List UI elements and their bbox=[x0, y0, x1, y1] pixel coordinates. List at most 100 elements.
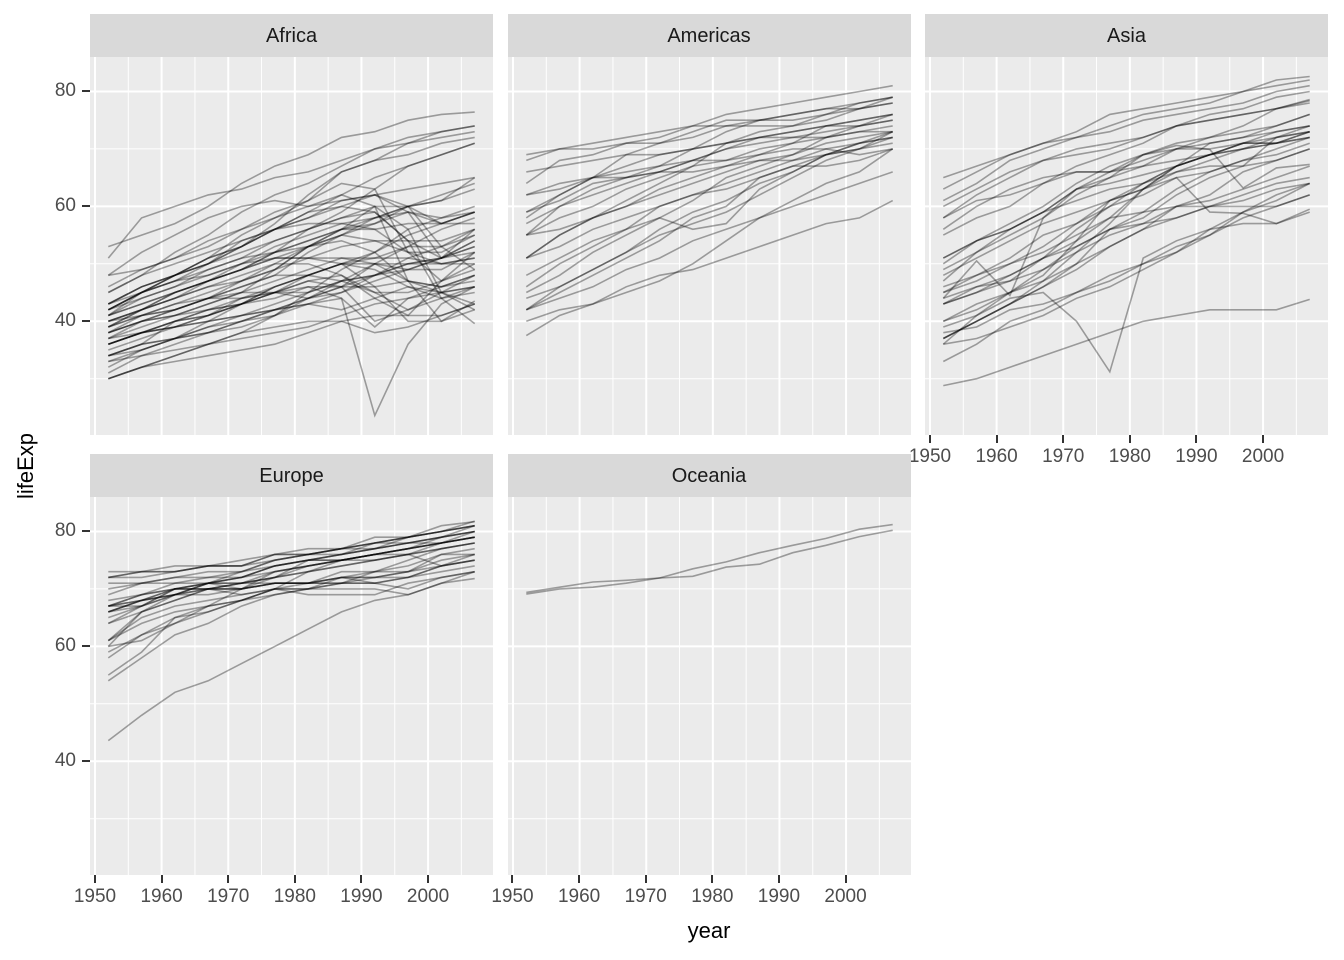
panel-background bbox=[90, 497, 493, 875]
country-line bbox=[108, 280, 475, 345]
country-line bbox=[107, 559, 475, 682]
country-line bbox=[943, 125, 1310, 288]
country-line bbox=[942, 130, 1310, 299]
country-line bbox=[942, 125, 1310, 323]
x-axis-tick-mark bbox=[1062, 435, 1065, 443]
country-line bbox=[525, 102, 893, 162]
country-line bbox=[525, 199, 893, 337]
country-line bbox=[107, 211, 476, 325]
facet-panel bbox=[507, 497, 911, 875]
country-line bbox=[107, 285, 476, 374]
country-line bbox=[943, 298, 1310, 387]
facet-strip: Asia bbox=[925, 14, 1328, 57]
country-line bbox=[525, 113, 893, 259]
country-line bbox=[108, 542, 475, 648]
country-line bbox=[942, 90, 1310, 208]
country-line bbox=[107, 559, 475, 625]
country-line bbox=[108, 280, 475, 334]
country-line bbox=[107, 553, 475, 642]
country-line bbox=[108, 285, 476, 418]
country-line bbox=[942, 194, 1310, 363]
x-axis-tick-mark bbox=[93, 875, 96, 883]
country-line bbox=[108, 205, 475, 305]
y-axis-tick-mark bbox=[82, 645, 90, 648]
panel-background bbox=[90, 57, 493, 435]
country-line bbox=[107, 577, 475, 742]
country-line bbox=[942, 176, 1311, 294]
x-tick-label: 1990 bbox=[1175, 446, 1218, 467]
y-axis-tick-mark bbox=[82, 90, 90, 93]
x-tick-label: 1990 bbox=[757, 886, 801, 907]
country-line bbox=[943, 130, 1310, 323]
country-line bbox=[108, 524, 475, 613]
country-line bbox=[942, 79, 1310, 202]
facet-strip-label: Africa bbox=[265, 24, 318, 47]
x-axis-tick-mark bbox=[360, 875, 363, 883]
y-axis-tick-mark bbox=[82, 760, 90, 763]
country-line bbox=[107, 211, 475, 328]
y-tick-label: 40 bbox=[54, 310, 76, 332]
country-line bbox=[943, 211, 1310, 374]
country-line bbox=[107, 142, 475, 311]
x-tick-label: 1980 bbox=[1108, 446, 1151, 467]
x-axis-tick-mark bbox=[644, 875, 647, 883]
country-line bbox=[525, 96, 893, 225]
country-line bbox=[943, 182, 1311, 345]
x-tick-label: 2000 bbox=[406, 886, 450, 907]
country-line bbox=[942, 136, 1310, 219]
x-tick-label: 1970 bbox=[624, 886, 667, 907]
country-line bbox=[525, 148, 893, 213]
country-line bbox=[942, 130, 1310, 305]
y-tick-label: 60 bbox=[54, 635, 76, 657]
x-axis-tick-mark bbox=[427, 875, 430, 883]
country-line bbox=[108, 257, 475, 334]
country-line bbox=[525, 130, 893, 219]
country-line bbox=[942, 102, 1310, 236]
country-line bbox=[107, 205, 476, 311]
country-line bbox=[108, 303, 475, 380]
country-line bbox=[525, 96, 893, 185]
country-line bbox=[942, 144, 1310, 265]
y-tick-label: 40 bbox=[54, 750, 76, 772]
country-line bbox=[107, 251, 475, 368]
country-line bbox=[107, 222, 476, 311]
country-line bbox=[108, 274, 475, 328]
country-line bbox=[108, 245, 475, 357]
facet-strip: Americas bbox=[507, 14, 911, 57]
x-axis-tick-mark bbox=[995, 435, 998, 443]
country-line bbox=[525, 119, 893, 196]
x-axis-tick-mark bbox=[1195, 435, 1198, 443]
facet-strip: Oceania bbox=[507, 454, 911, 497]
country-line bbox=[942, 113, 1310, 259]
country-line bbox=[108, 524, 475, 607]
country-line bbox=[108, 530, 475, 613]
x-tick-label: 1980 bbox=[691, 886, 734, 907]
country-line bbox=[942, 136, 1310, 230]
country-line bbox=[108, 228, 476, 357]
panel-background bbox=[507, 57, 911, 435]
country-line bbox=[108, 251, 476, 317]
x-tick-label: 1950 bbox=[73, 886, 117, 907]
country-line bbox=[108, 536, 475, 602]
country-line bbox=[108, 542, 475, 584]
x-tick-label: 2000 bbox=[824, 886, 867, 907]
country-line bbox=[525, 130, 893, 259]
panel-background bbox=[507, 497, 911, 875]
country-line bbox=[108, 111, 475, 248]
country-line bbox=[108, 536, 475, 607]
country-line bbox=[107, 234, 475, 334]
country-line bbox=[108, 240, 476, 357]
facet-strip: Africa bbox=[90, 14, 493, 57]
facet-strip-label: Americas bbox=[667, 24, 751, 47]
country-line bbox=[107, 553, 475, 642]
facet-strip: Europe bbox=[90, 454, 493, 497]
country-line bbox=[525, 136, 893, 294]
country-line bbox=[108, 530, 475, 573]
country-line bbox=[107, 188, 475, 340]
country-line bbox=[525, 529, 893, 594]
country-line bbox=[107, 570, 475, 642]
x-tick-label: 1970 bbox=[1042, 446, 1085, 467]
x-axis-tick-mark bbox=[578, 875, 581, 883]
y-axis-tick-mark bbox=[82, 205, 90, 208]
country-line bbox=[525, 136, 893, 196]
